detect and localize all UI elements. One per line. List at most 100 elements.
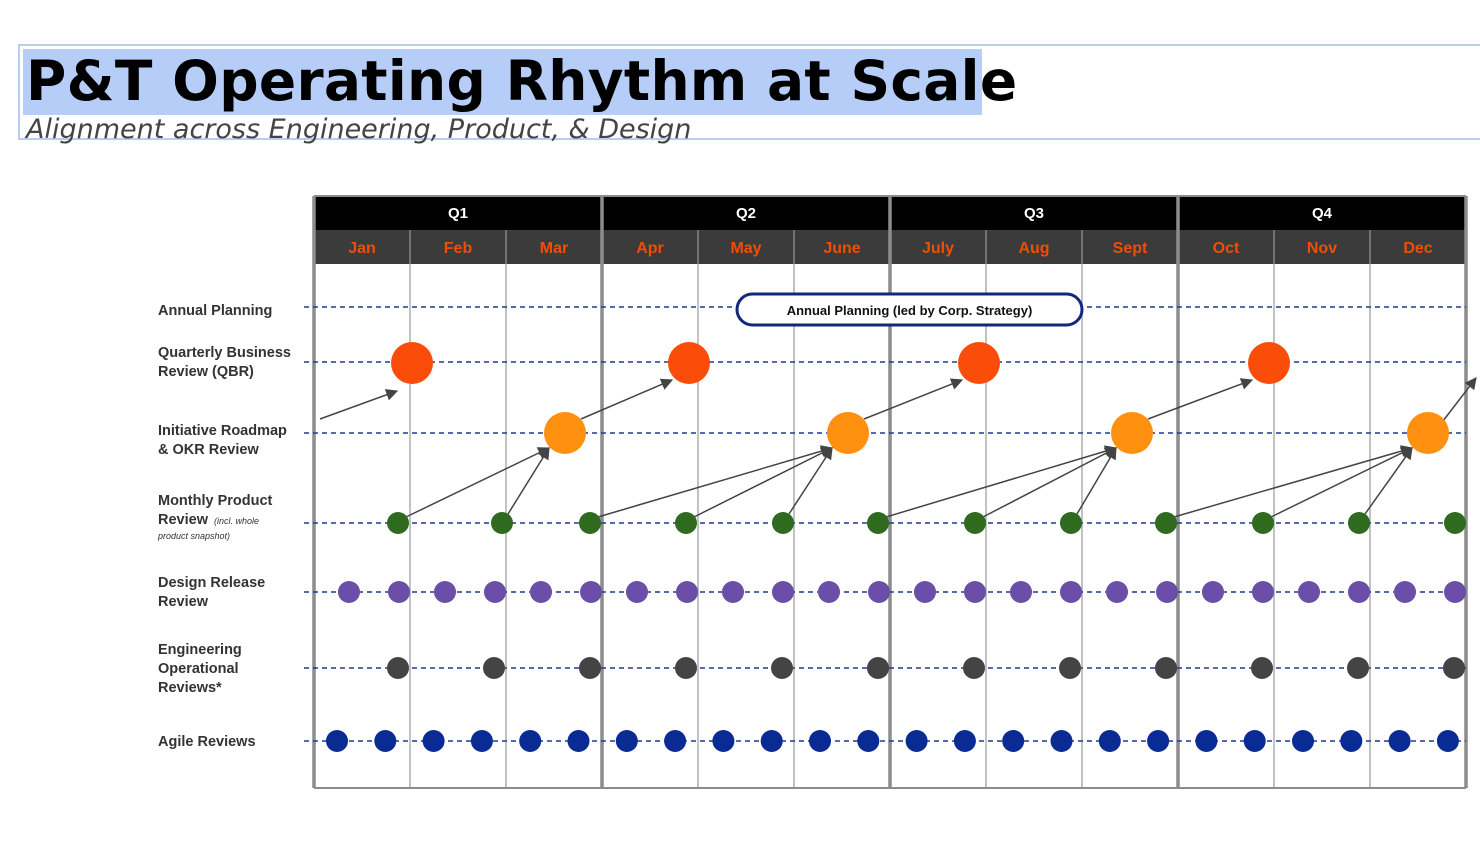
agile-review-marker [1292,730,1314,752]
dependency-arrow [1270,447,1414,518]
engineering-review-marker [675,657,697,679]
qbr-marker [668,342,710,384]
row-label-line: & OKR Review [158,442,259,458]
agile-review-marker [326,730,348,752]
engineering-review-marker [1347,657,1369,679]
design-release-review-marker [626,581,648,603]
monthly-product-review-marker [1155,512,1177,534]
dependency-arrow [1147,378,1254,420]
page-subtitle[interactable]: Alignment across Engineering, Product, &… [26,114,692,145]
design-release-review-marker [388,581,410,603]
quarter-label: Q2 [736,205,756,222]
okr-review-marker [827,412,869,454]
agile-review-marker [760,730,783,752]
month-label: Sept [1113,240,1148,257]
agile-review-marker [1147,730,1170,752]
row-label-line: Operational [158,661,239,677]
row-label-monthly: Monthly Product Review (incl. whole [158,493,273,528]
agile-review-marker [1388,730,1411,752]
engineering-review-marker [1443,657,1465,679]
row-label-line: Monthly Product [158,493,273,509]
design-release-review-marker [1394,581,1416,603]
monthly-product-review-marker [491,512,513,534]
monthly-product-review-marker [1060,512,1082,534]
design-release-review-marker [434,581,456,603]
month-label: Mar [540,240,568,257]
qbr-marker [391,342,433,384]
design-release-review-marker [1298,581,1320,603]
dependency-arrow [693,447,834,518]
agile-review-marker [712,730,735,752]
row-label-line: Quarterly Business [158,345,291,361]
row-label-qbr: Quarterly Business Review (QBR) [158,345,291,380]
page-title[interactable]: P&T Operating Rhythm at Scale [26,49,1018,113]
agile-review-marker [374,730,397,752]
month-label: Aug [1018,240,1049,257]
month-label: Dec [1403,240,1432,257]
agile-review-marker [1098,730,1121,752]
design-release-review-marker [1060,581,1082,603]
row-label-line: Review [158,512,209,528]
design-release-review-marker [722,581,744,603]
design-release-review-marker [580,581,602,603]
month-label: Oct [1213,240,1240,257]
month-label: Apr [636,240,664,257]
row-label-line: Review [158,594,209,610]
calendar-grid: Q1 Q2 Q3 Q4 Jan Feb Mar Apr May June July Aug Sept Oc… [312,195,1468,789]
quarter-label: Q3 [1024,205,1044,222]
monthly-product-review-marker [1252,512,1274,534]
dependency-arrows [319,377,1477,518]
design-release-review-marker [1348,581,1370,603]
dependency-arrow [885,445,1118,518]
design-release-review-marker [530,581,552,603]
row-label-annual: Annual Planning [158,303,272,319]
row-label-agile: Agile Reviews [158,734,256,750]
agile-review-marker [1340,730,1363,752]
design-release-review-marker [484,581,506,603]
row-label-line: Agile Reviews [158,734,256,750]
row-labels: Annual Planning Quarterly Business Review … [157,303,291,750]
dependency-arrow [580,378,674,420]
okr-review-marker [1407,412,1449,454]
dependency-arrow [597,445,834,518]
engineering-review-marker [1251,657,1273,679]
row-label-eng: Engineering Operational Reviews* [158,642,242,696]
row-label-line: Engineering [158,642,242,658]
row-label-design: Design Release Review [158,575,265,610]
annual-planning-pill: Annual Planning (led by Corp. Strategy) [735,292,1084,327]
agile-review-marker [615,730,638,752]
engineering-review-marker [771,657,793,679]
monthly-product-review-marker [675,512,697,534]
title-selection-highlight [23,49,982,115]
design-release-review-marker [868,581,890,603]
month-label: June [823,240,860,257]
row-label-line: Initiative Roadmap [158,423,287,439]
design-release-review-marker [914,581,936,603]
dependency-arrow [319,389,399,420]
dependency-arrow [1076,446,1117,515]
agile-review-marker [905,730,928,752]
agile-review-marker [953,730,976,752]
design-release-review-marker [772,581,794,603]
monthly-product-review-marker [867,512,889,534]
design-release-review-marker [1010,581,1032,603]
engineering-review-marker [963,657,985,679]
annual-planning-pill-label: Annual Planning (led by Corp. Strategy) [787,303,1033,318]
engineering-review-marker [579,657,601,679]
engineering-review-marker [867,657,889,679]
month-label: July [922,240,954,257]
qbr-marker [958,342,1000,384]
annual-planning-pill-shape [735,292,1084,327]
monthly-product-review-marker [1348,512,1370,534]
quarter-label: Q1 [448,205,468,222]
agile-review-marker [1002,730,1025,752]
design-release-review-marker [676,581,698,603]
engineering-review-marker [1155,657,1177,679]
design-release-review-marker [1202,581,1224,603]
row-label-okr: Initiative Roadmap & OKR Review [158,423,287,458]
agile-review-marker [664,730,687,752]
month-label: May [730,240,761,257]
row-label-note-line: product snapshot) [157,531,230,541]
monthly-product-review-marker [772,512,794,534]
